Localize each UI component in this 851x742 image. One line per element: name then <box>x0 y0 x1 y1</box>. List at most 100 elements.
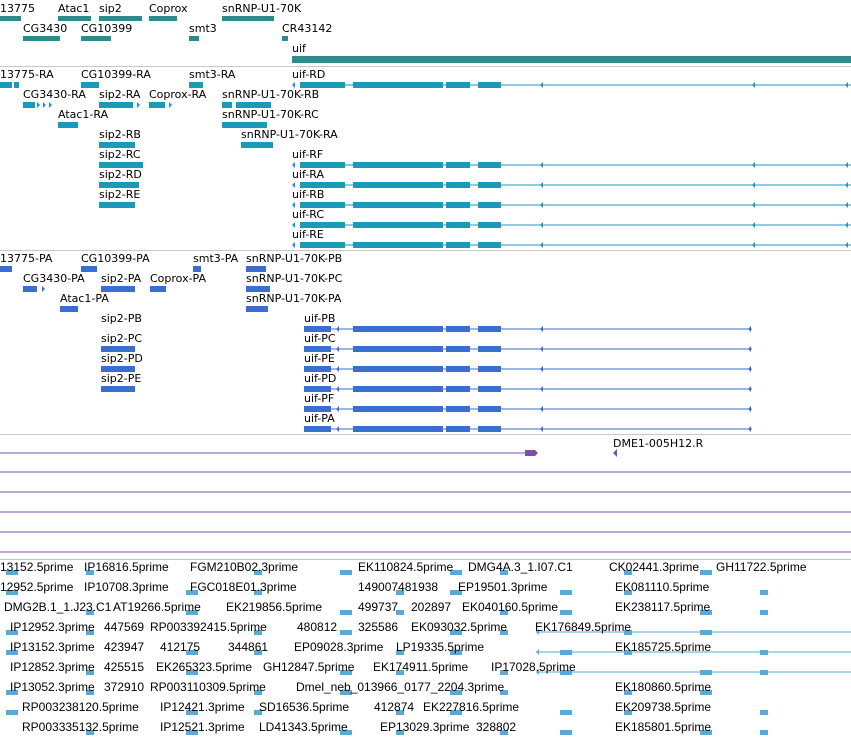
gene-label[interactable]: 13775 <box>0 2 35 15</box>
gene-label[interactable]: sip2 <box>99 2 122 15</box>
gene-label[interactable]: snRNP-U1-70K <box>222 2 302 15</box>
protein-label[interactable]: sip2-PC <box>101 332 143 345</box>
est-block[interactable] <box>396 670 404 675</box>
exon-block[interactable] <box>304 366 331 372</box>
gene-block[interactable] <box>0 16 21 21</box>
exon-block[interactable] <box>353 242 443 248</box>
exon-block[interactable] <box>446 326 470 332</box>
est-block[interactable] <box>450 570 462 575</box>
exon-block[interactable] <box>304 426 331 432</box>
est-block[interactable] <box>450 710 462 715</box>
exon-block[interactable] <box>101 386 135 392</box>
exon-block[interactable] <box>353 406 443 412</box>
est-label[interactable]: FGM210B02.3prime <box>190 560 299 574</box>
exon-block[interactable] <box>246 266 266 272</box>
est-block[interactable] <box>86 630 94 635</box>
exon-block[interactable] <box>189 82 203 88</box>
protein-label[interactable]: CG10399-PA <box>81 252 150 265</box>
exon-block[interactable] <box>353 426 443 432</box>
est-block[interactable] <box>396 610 404 615</box>
transcript-label[interactable]: uif-RB <box>292 188 325 201</box>
exon-block[interactable] <box>478 386 501 392</box>
gene-block[interactable] <box>149 16 177 21</box>
exon-block[interactable] <box>81 266 97 272</box>
gene-block[interactable] <box>58 16 91 21</box>
transcript-label[interactable]: CG3430-RA <box>23 88 86 101</box>
est-block[interactable] <box>760 590 768 595</box>
exon-block[interactable] <box>478 366 501 372</box>
est-label[interactable]: EK093032.5prime <box>411 620 508 634</box>
est-block[interactable] <box>6 630 18 635</box>
est-label[interactable]: RP003392415.5prime <box>150 620 267 634</box>
exon-block[interactable] <box>446 426 470 432</box>
transcript-label[interactable]: sip2-RC <box>99 148 141 161</box>
exon-block[interactable] <box>99 162 143 168</box>
exon-block[interactable] <box>81 82 99 88</box>
est-label[interactable]: EK081110.5prime <box>615 580 710 594</box>
protein-label[interactable]: uif-PE <box>304 352 335 365</box>
exon-block[interactable] <box>304 406 331 412</box>
exon-block[interactable] <box>446 346 470 352</box>
est-label[interactable]: AT19266.5prime <box>113 600 201 614</box>
protein-label[interactable]: Atac1-PA <box>60 292 109 305</box>
est-block[interactable] <box>254 650 262 655</box>
gene-block[interactable] <box>189 36 199 41</box>
exon-block[interactable] <box>241 142 273 148</box>
est-label[interactable]: IP16816.5prime <box>84 560 169 574</box>
est-label[interactable]: EK040160.5prime <box>462 600 559 614</box>
transcript-label[interactable]: snRNP-U1-70K-RA <box>241 128 338 141</box>
est-block[interactable] <box>86 570 94 575</box>
est-block[interactable] <box>340 690 352 695</box>
est-block[interactable] <box>86 730 94 735</box>
est-label[interactable]: 12952.5prime <box>0 580 74 594</box>
est-block[interactable] <box>500 670 508 675</box>
exon-block[interactable] <box>478 406 501 412</box>
gene-label[interactable]: CG3430 <box>23 22 68 35</box>
protein-label[interactable]: snRNP-U1-70K-PB <box>246 252 343 265</box>
primer-block[interactable] <box>525 450 535 456</box>
est-block[interactable] <box>500 730 508 735</box>
transcript-label[interactable]: sip2-RD <box>99 168 142 181</box>
est-block[interactable] <box>700 610 712 615</box>
est-block[interactable] <box>186 610 198 615</box>
exon-block[interactable] <box>478 326 501 332</box>
exon-block[interactable] <box>478 82 501 88</box>
protein-label[interactable]: sip2-PB <box>101 312 142 325</box>
gene-label[interactable]: Atac1 <box>58 2 90 15</box>
est-label[interactable]: DMG2B.1_1.J23.C1 <box>4 600 112 614</box>
protein-label[interactable]: uif-PB <box>304 312 336 325</box>
exon-block[interactable] <box>446 406 470 412</box>
est-block[interactable] <box>700 570 712 575</box>
exon-block[interactable] <box>446 366 470 372</box>
gene-block[interactable] <box>81 36 111 41</box>
est-block[interactable] <box>624 710 632 715</box>
est-label[interactable]: IP17028.5prime <box>491 660 576 674</box>
est-label[interactable]: IP13052.3prime <box>10 680 95 694</box>
est-block[interactable] <box>86 670 94 675</box>
exon-block[interactable] <box>300 222 345 228</box>
exon-block[interactable] <box>304 346 331 352</box>
protein-label[interactable]: CG3430-PA <box>23 272 85 285</box>
exon-block[interactable] <box>478 162 501 168</box>
est-block[interactable] <box>560 730 572 735</box>
est-block[interactable] <box>186 590 198 595</box>
gene-label[interactable]: smt3 <box>189 22 217 35</box>
exon-block[interactable] <box>353 222 443 228</box>
est-block[interactable] <box>700 690 712 695</box>
est-label[interactable]: EP19501.3prime <box>458 580 548 594</box>
est-label[interactable]: GH12847.5prime <box>263 660 355 674</box>
est-label[interactable]: Dmel_neb_013966_0177_2204.3prime <box>296 680 505 694</box>
exon-block[interactable] <box>0 82 12 88</box>
exon-block[interactable] <box>478 346 501 352</box>
exon-block[interactable] <box>149 102 165 108</box>
est-label[interactable]: EP09028.3prime <box>294 640 384 654</box>
est-block[interactable] <box>760 730 768 735</box>
transcript-label[interactable]: uif-RE <box>292 228 324 241</box>
est-label[interactable]: CK02441.3prime <box>609 560 700 574</box>
est-label[interactable]: IP10708.3prime <box>84 580 169 594</box>
est-label[interactable]: DMG4A.3_1.I07.C1 <box>468 560 573 574</box>
gene-block[interactable] <box>99 16 142 21</box>
est-block[interactable] <box>340 610 352 615</box>
est-block[interactable] <box>500 570 508 575</box>
exon-block[interactable] <box>353 346 443 352</box>
